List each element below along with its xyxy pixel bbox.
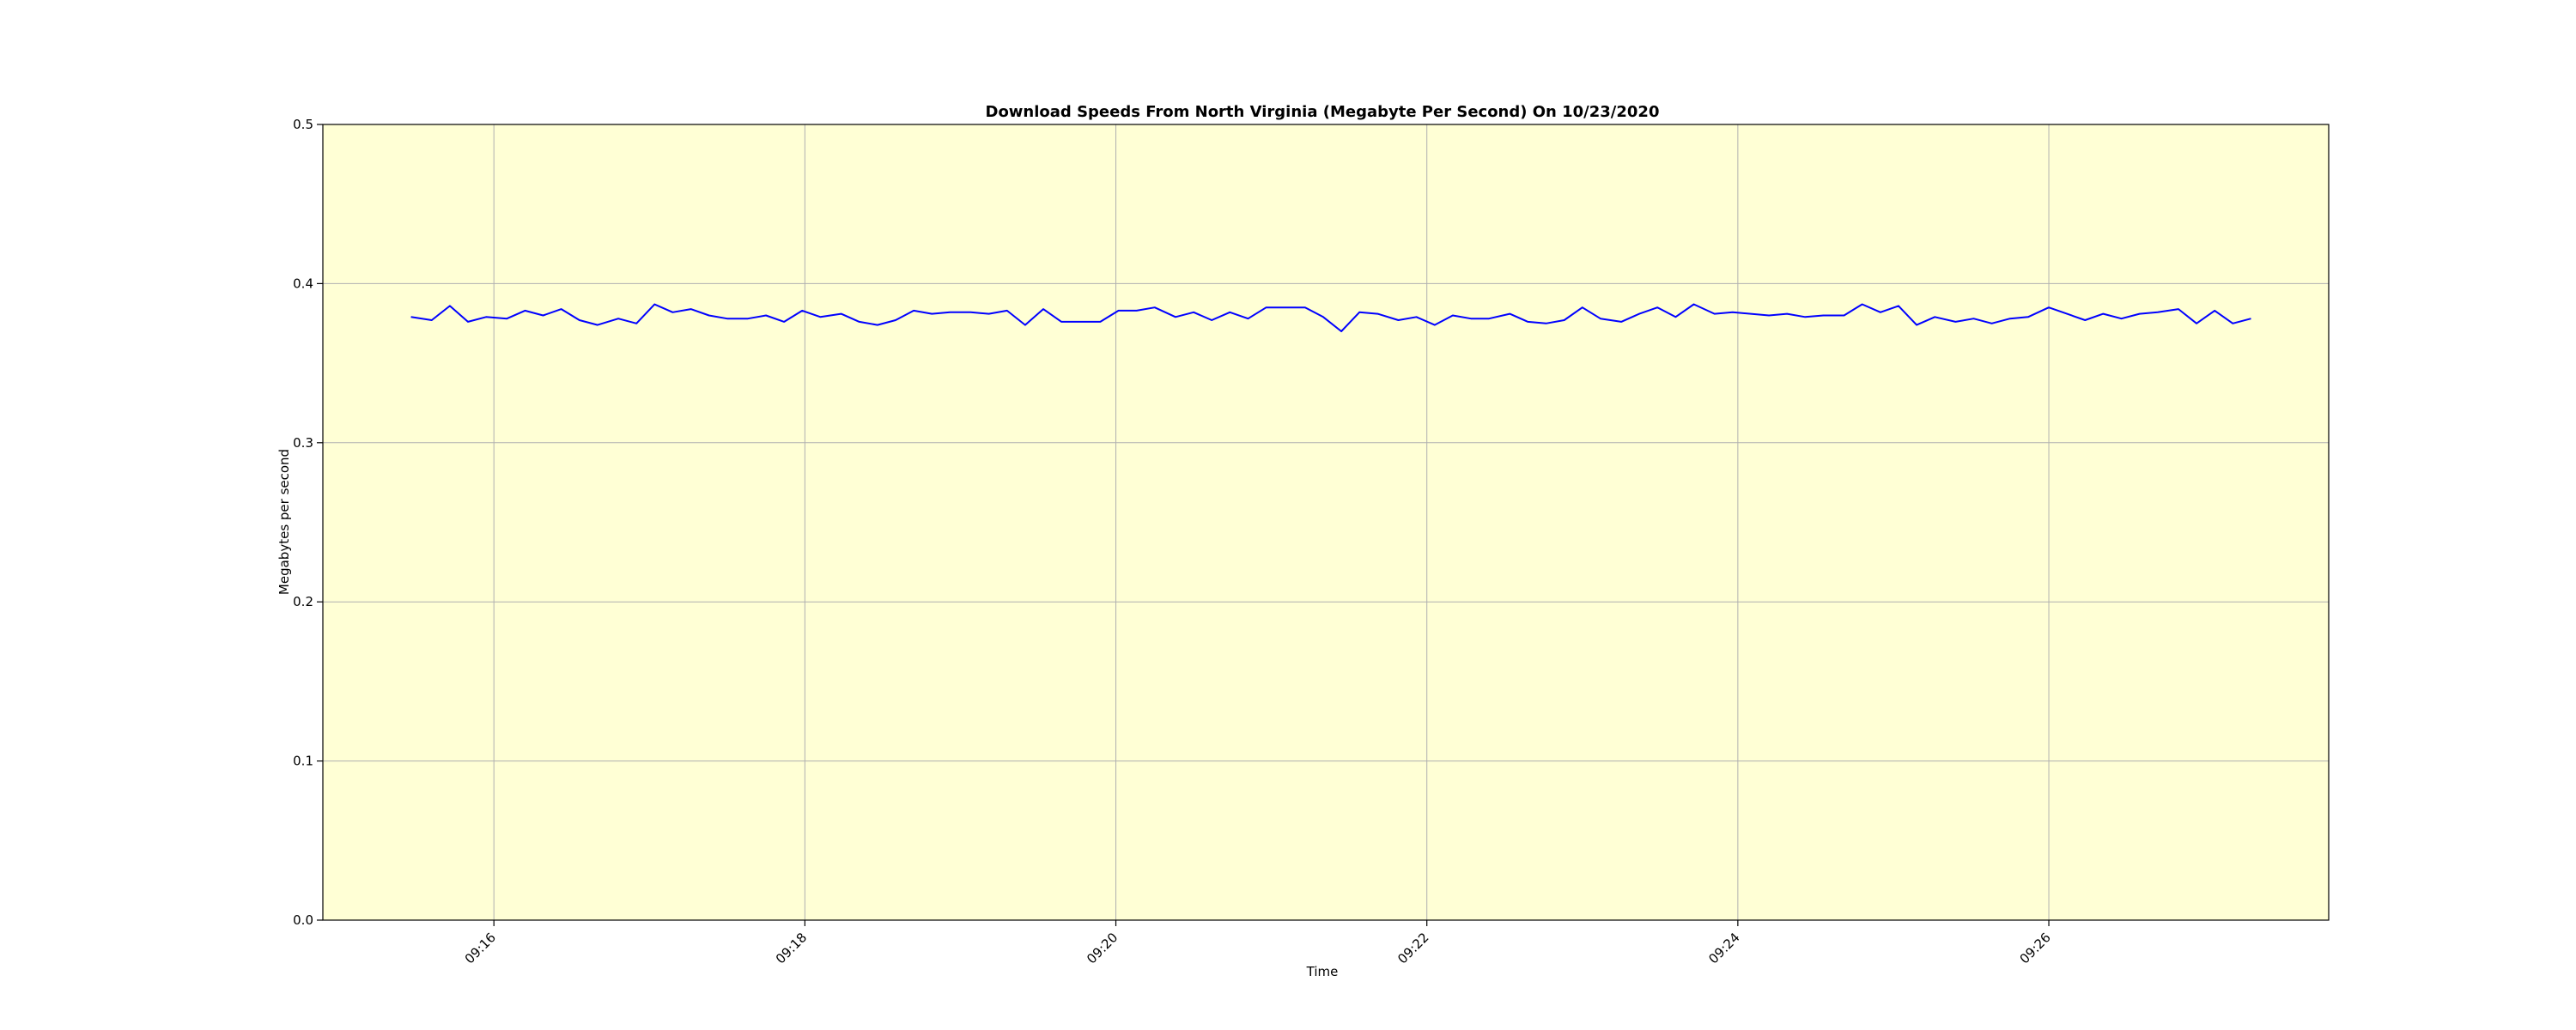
x-tick-label: 09:22 <box>1394 930 1431 966</box>
plot-frame <box>322 124 2330 921</box>
y-tick-label: 0.2 <box>293 594 313 609</box>
x-axis: 09:16 09:18 09:20 09:22 09:24 09:26 <box>462 920 2054 966</box>
y-tick-label: 0.0 <box>293 912 313 928</box>
series-line <box>410 303 2251 332</box>
y-axis-label: Megabytes per second <box>276 449 292 595</box>
y-axis: 0.0 0.1 0.2 0.3 0.4 0.5 <box>293 117 323 928</box>
x-axis-label: Time <box>1306 964 1339 979</box>
chart-title: Download Speeds From North Virginia (Meg… <box>986 103 1660 121</box>
x-tick-label: 09:26 <box>2017 930 2054 966</box>
plot-area <box>323 124 2329 920</box>
x-tick-label: 09:16 <box>462 930 499 966</box>
x-tick-label: 09:18 <box>773 930 810 966</box>
y-tick-label: 0.5 <box>293 117 313 132</box>
y-tick-label: 0.4 <box>293 276 313 291</box>
series-layer <box>410 303 2251 332</box>
x-tick-label: 09:24 <box>1705 930 1742 966</box>
y-tick-label: 0.3 <box>293 435 313 451</box>
y-tick-label: 0.1 <box>293 754 313 769</box>
x-tick-label: 09:20 <box>1084 930 1121 966</box>
